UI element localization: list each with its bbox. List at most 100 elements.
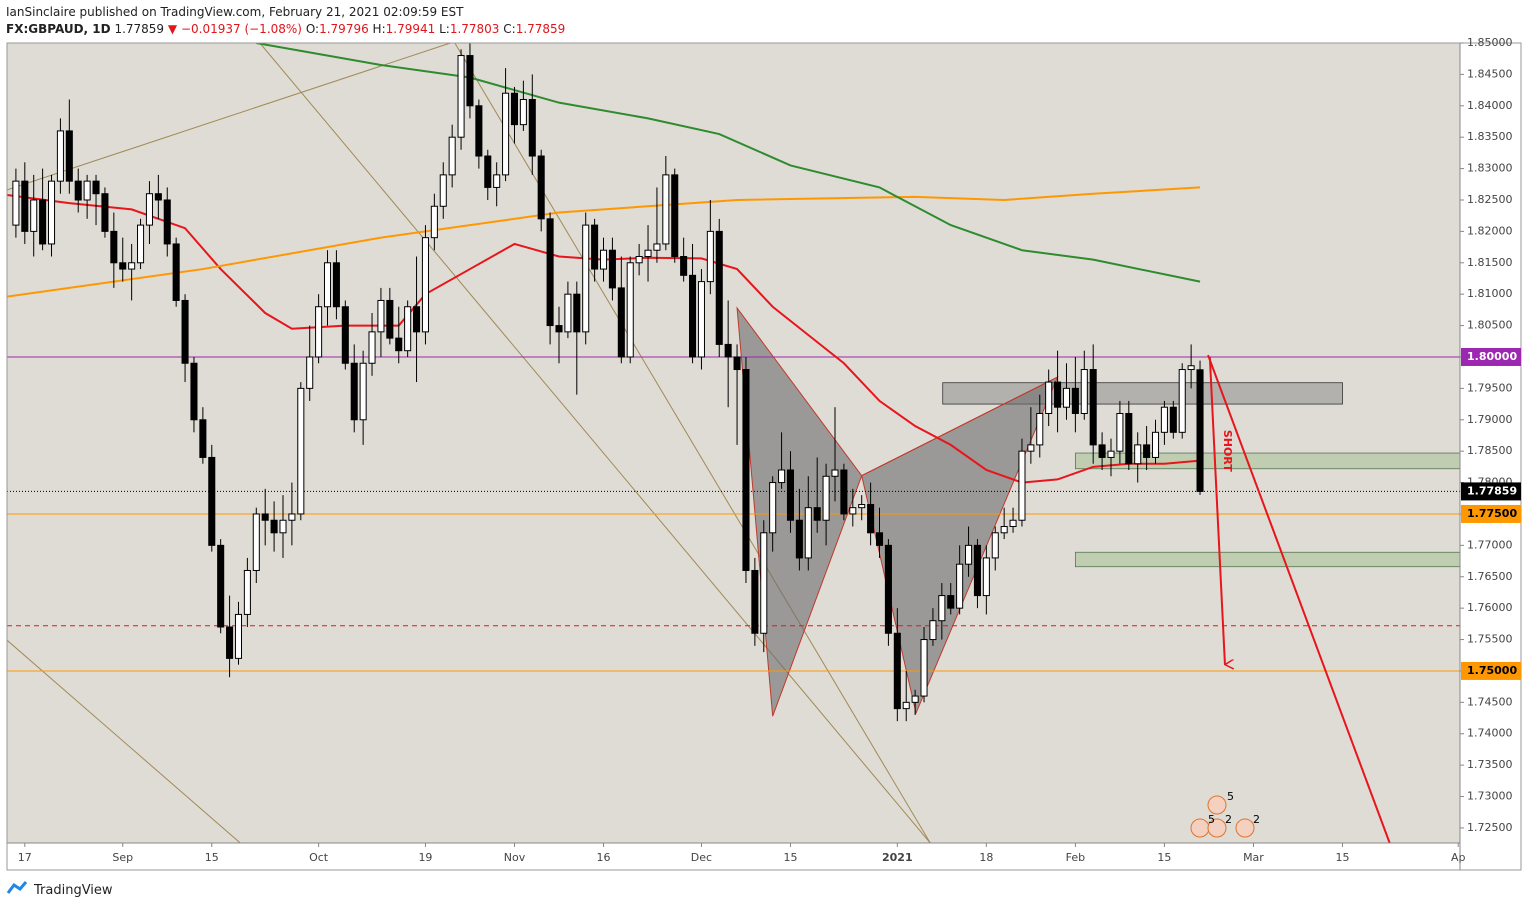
ohlc: O:1.79796 H:1.79941 L:1.77803 C:1.77859: [306, 22, 566, 36]
candle-body: [350, 362, 358, 421]
x-tick-label: 15: [1157, 851, 1171, 864]
candle-body: [582, 224, 590, 333]
candle-body: [92, 180, 100, 195]
candle-body: [635, 256, 643, 264]
y-tick-label: 1.74000: [1467, 727, 1513, 740]
y-tick-label: 1.80500: [1467, 319, 1513, 332]
x-tick-label: Mar: [1243, 851, 1264, 864]
candle-body: [484, 155, 492, 188]
candle-body: [172, 243, 180, 301]
candle-body: [1054, 381, 1062, 408]
y-tick-label: 1.77000: [1467, 538, 1513, 551]
event-icon: [1207, 795, 1227, 815]
candle-body: [813, 507, 821, 521]
ohlc-value: 1.79796: [319, 22, 369, 36]
candle-body: [502, 92, 510, 176]
moving-average: [256, 43, 1201, 283]
candle-body: [760, 532, 768, 634]
y-tick-label: 1.79000: [1467, 413, 1513, 426]
trend-line: [7, 43, 451, 191]
candle-body: [991, 532, 999, 559]
event-icon: [1207, 818, 1227, 838]
candle-body: [706, 230, 714, 283]
event-count: 5: [1227, 790, 1234, 803]
candle-body: [599, 249, 608, 270]
plot-background: [7, 43, 1460, 843]
y-tick-label: 1.81000: [1467, 287, 1513, 300]
candle-body: [279, 519, 287, 534]
y-tick-label: 1.76500: [1467, 570, 1513, 583]
ohlc-label: H:: [372, 22, 386, 36]
y-tick-label: 1.76000: [1467, 601, 1513, 614]
candle-body: [697, 281, 705, 358]
change-arrow: ▼: [167, 22, 178, 36]
candle-body: [12, 180, 20, 226]
trend-line: [259, 43, 931, 843]
candle-body: [377, 299, 385, 333]
y-tick-label: 1.73000: [1467, 790, 1513, 803]
candle-body: [662, 174, 670, 245]
axes: 1.72500 1.73000 1.73500 1.74000 1.74500 1.750…: [18, 36, 1521, 864]
candle-body: [1036, 412, 1044, 446]
candle-body: [546, 218, 554, 327]
candle-body: [30, 199, 38, 232]
short-label: SHORT: [1221, 430, 1234, 472]
events: 5 5 2 2: [1190, 790, 1260, 838]
price-label: 1.77859: [1467, 484, 1517, 497]
y-tick-label: 1.73500: [1467, 758, 1513, 771]
candle-body: [1000, 526, 1008, 534]
candle-body: [137, 224, 145, 264]
candle-body: [163, 199, 171, 245]
x-tick-label: Ap: [1451, 851, 1466, 864]
candle-body: [1178, 369, 1186, 433]
candle-body: [404, 306, 412, 352]
candle-body: [47, 180, 56, 245]
brand-logo: [6, 881, 28, 894]
candle-body: [261, 513, 269, 521]
candle-body: [840, 469, 848, 515]
candle-body: [884, 544, 892, 634]
candle-body: [1196, 369, 1204, 492]
x-tick-label: 19: [418, 851, 432, 864]
short-line: [1207, 354, 1391, 843]
candle-body: [1080, 369, 1088, 414]
candle-body: [786, 469, 795, 521]
candle-body: [1009, 519, 1017, 528]
candle-body: [510, 92, 519, 126]
ohlc-value: 1.77859: [515, 22, 566, 36]
zone: [1074, 452, 1460, 470]
candle-body: [181, 299, 189, 364]
candle-body: [849, 507, 857, 515]
brand: TradingView: [34, 883, 113, 898]
candle-body: [555, 325, 563, 333]
candle-body: [21, 180, 29, 232]
event-count: 5: [1208, 813, 1215, 826]
y-tick-label: 1.84500: [1467, 67, 1513, 80]
candle-body: [831, 469, 839, 477]
candle-body: [439, 174, 447, 207]
candle-body: [1116, 412, 1124, 452]
candle-body: [1125, 412, 1133, 465]
ohlc-value: 1.79941: [385, 22, 436, 36]
price-label-box: [1461, 347, 1521, 366]
candle-body: [751, 569, 759, 634]
candle-body: [1018, 450, 1026, 521]
candle-body: [493, 174, 501, 188]
candle-body: [457, 55, 465, 138]
candle-body: [920, 639, 928, 697]
change: −0.01937 (−1.08%): [180, 22, 302, 36]
candle-body: [537, 155, 545, 220]
candle-body: [929, 620, 937, 641]
candle-body: [804, 507, 812, 559]
short-arrow: [1208, 356, 1225, 665]
y-tick-label: 1.79500: [1467, 381, 1513, 394]
candle-body: [208, 456, 216, 546]
event-icon: [1190, 818, 1210, 838]
candle-body: [297, 387, 305, 515]
candle-body: [644, 249, 652, 258]
x-tick-label: 16: [597, 851, 611, 864]
candle-body: [689, 274, 697, 358]
y-tick-label: 1.84000: [1467, 99, 1513, 112]
